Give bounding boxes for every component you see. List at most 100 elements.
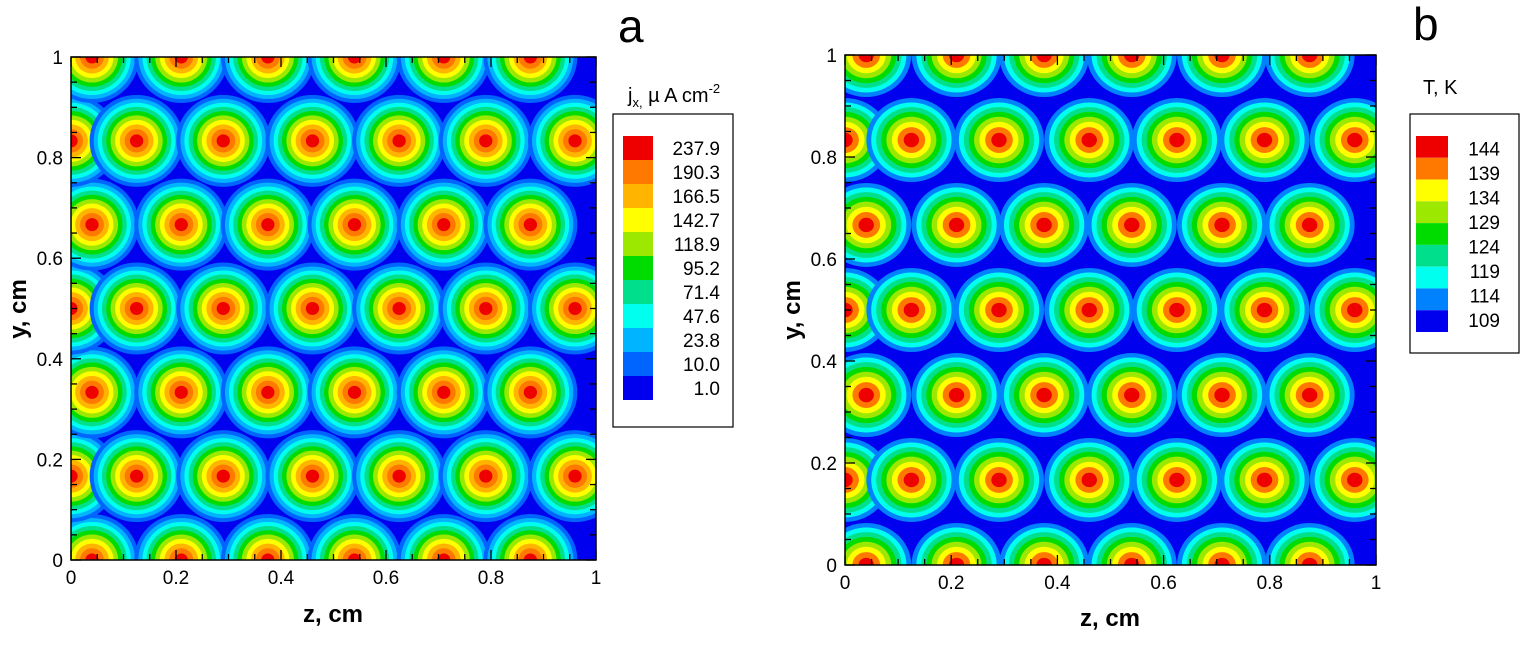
- x-tick-label: 0.4: [268, 568, 295, 589]
- hot-spot: [999, 182, 1090, 267]
- hot-spot: [220, 514, 315, 560]
- hot-spot: [220, 346, 315, 439]
- y-tick-label: 1: [826, 46, 837, 67]
- legend-swatch: [1416, 179, 1448, 202]
- hot-spot: [953, 268, 1044, 352]
- spot-contour: [437, 218, 451, 232]
- x-tick-label: 0: [840, 573, 851, 594]
- spot-contour: [1036, 55, 1052, 63]
- spot-contour: [903, 132, 920, 148]
- x-tick-label: 1: [1371, 573, 1382, 594]
- hot-spot: [307, 514, 402, 560]
- hot-spot: [134, 57, 229, 103]
- panel-a-xlabel: z, cm: [303, 601, 363, 628]
- panel-a-legend-title: jx, µ A cm-2: [627, 81, 720, 110]
- x-tick-label: 0.6: [373, 568, 399, 589]
- spot-contour: [858, 387, 874, 403]
- hot-spot: [483, 514, 578, 560]
- spot-contour: [1301, 55, 1318, 63]
- spot-contour: [523, 57, 538, 64]
- panel-a-letter: a: [618, 0, 644, 52]
- spot-contour: [1256, 472, 1273, 488]
- y-tick-label: 0.4: [37, 350, 64, 371]
- hot-spot: [265, 262, 360, 355]
- y-tick-label: 0.8: [811, 148, 837, 169]
- spot-contour: [1214, 557, 1230, 565]
- spot-contour: [129, 134, 144, 148]
- legend-a-title-main: j: [627, 85, 632, 107]
- hot-spot: [89, 262, 184, 355]
- x-tick-label: 0.2: [163, 568, 189, 589]
- spot-contour: [1169, 302, 1185, 318]
- x-tick-label: 0: [66, 568, 77, 589]
- legend-a-title-sup: -2: [709, 81, 721, 96]
- legend-swatch: [623, 304, 653, 328]
- x-tick-label: 0.6: [1150, 573, 1176, 594]
- spot-contour: [261, 218, 275, 232]
- panel-b-legend-title: T, K: [1423, 77, 1458, 99]
- hot-spot: [1309, 98, 1376, 183]
- hot-spot: [866, 268, 957, 352]
- spot-contour: [1256, 132, 1273, 148]
- hot-spot: [1219, 268, 1310, 352]
- spot-contour: [305, 134, 320, 148]
- spot-contour: [1347, 132, 1363, 148]
- spot-contour: [1301, 557, 1318, 565]
- legend-label: 23.8: [683, 331, 720, 352]
- hot-spot: [352, 94, 447, 187]
- x-tick-label: 1: [591, 568, 602, 589]
- hot-spot: [911, 182, 1002, 267]
- legend-swatch: [1416, 244, 1448, 267]
- legend-swatch: [623, 184, 653, 208]
- legend-swatch: [623, 256, 653, 280]
- hot-spot: [866, 98, 957, 183]
- spot-contour: [347, 385, 362, 399]
- spot-contour: [1301, 217, 1318, 233]
- spot-contour: [903, 302, 920, 318]
- spot-contour: [129, 302, 144, 315]
- spot-contour: [991, 472, 1007, 488]
- spot-contour: [1214, 387, 1230, 403]
- legend-label: 190.3: [672, 163, 720, 184]
- hot-spot: [999, 55, 1090, 97]
- hot-spot: [1131, 437, 1222, 522]
- spot-contour: [392, 302, 406, 315]
- spot-contour: [174, 57, 188, 64]
- y-tick-label: 0: [826, 556, 837, 577]
- hot-spot: [265, 430, 360, 523]
- legend-swatch: [623, 376, 653, 400]
- legend-label: 114: [1470, 286, 1501, 307]
- spot-contour: [305, 302, 320, 315]
- legend-label: 71.4: [683, 283, 720, 304]
- spot-contour: [1347, 472, 1363, 488]
- spot-contour: [991, 132, 1007, 148]
- spot-contour: [216, 469, 230, 483]
- hot-spot: [845, 55, 912, 97]
- panel-a-ylabel: y, cm: [5, 279, 32, 339]
- spot-contour: [261, 553, 275, 560]
- hot-spot: [307, 178, 402, 271]
- legend-swatch: [1416, 266, 1448, 289]
- spot-contour: [568, 134, 582, 148]
- spot-contour: [948, 557, 965, 565]
- panel-a: a 0 0.2 0.4 0.6 0.8 1 0 0.2 0.4 0.6 0.8 1 z, cm y, …: [5, 0, 734, 628]
- spot-contour: [948, 387, 965, 403]
- legend-label: 237.9: [672, 139, 720, 160]
- y-tick-label: 0.6: [811, 250, 837, 271]
- spot-contour: [1124, 55, 1140, 63]
- spot-contour: [85, 57, 99, 64]
- spot-contour: [174, 218, 188, 232]
- spot-contour: [174, 385, 188, 399]
- hot-spot: [307, 346, 402, 439]
- hot-spot: [1086, 523, 1177, 565]
- hot-spot: [396, 514, 491, 560]
- hot-spot: [911, 353, 1002, 438]
- hot-spot: [1044, 268, 1135, 352]
- spot-contour: [85, 218, 99, 232]
- legend-label: 95.2: [683, 259, 720, 280]
- hot-spot: [220, 57, 315, 103]
- spot-contour: [305, 469, 320, 483]
- spot-contour: [347, 553, 362, 560]
- hot-spot: [845, 353, 912, 438]
- hot-spot: [1219, 437, 1310, 522]
